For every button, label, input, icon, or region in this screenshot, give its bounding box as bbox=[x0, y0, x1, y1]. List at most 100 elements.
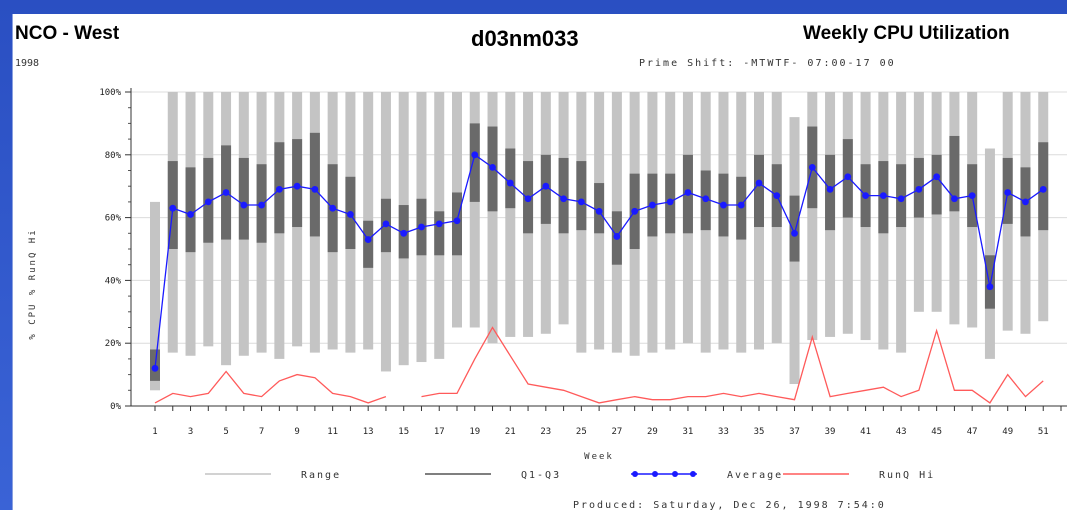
average-point bbox=[702, 195, 710, 203]
average-point bbox=[613, 233, 621, 240]
x-tick-label: 39 bbox=[825, 427, 836, 437]
x-tick-label: 25 bbox=[576, 427, 587, 437]
average-point bbox=[968, 192, 976, 200]
x-tick-label: 9 bbox=[294, 427, 299, 437]
average-point bbox=[897, 195, 905, 203]
x-tick-label: 15 bbox=[398, 427, 409, 437]
q1q3-bar bbox=[931, 154, 942, 215]
y-tick-label: 100% bbox=[99, 88, 121, 98]
average-point bbox=[400, 229, 408, 237]
average-point bbox=[1004, 189, 1012, 196]
x-tick-label: 51 bbox=[1038, 427, 1049, 437]
average-point bbox=[951, 195, 958, 203]
q1q3-bar bbox=[505, 148, 516, 209]
average-point bbox=[453, 217, 461, 225]
x-tick-label: 43 bbox=[896, 427, 907, 437]
average-point bbox=[986, 283, 994, 291]
range-bar bbox=[984, 148, 995, 359]
average-point bbox=[311, 185, 319, 193]
x-tick-label: 1 bbox=[152, 427, 157, 437]
range-bar bbox=[150, 201, 160, 391]
q1q3-bar bbox=[309, 132, 320, 237]
legend: Range Q1-Q3 Average RunQ Hi bbox=[205, 470, 935, 481]
shift-note: Prime Shift: -MTWTF- 07:00-17 00 bbox=[639, 58, 896, 69]
average-point bbox=[844, 173, 852, 181]
x-tick-label: 29 bbox=[647, 427, 658, 437]
year-label: 1998 bbox=[15, 58, 39, 69]
average-point bbox=[773, 192, 781, 200]
x-tick-label: 33 bbox=[718, 427, 729, 437]
range-bar bbox=[487, 92, 498, 344]
runq-line bbox=[154, 370, 387, 404]
range-bar bbox=[469, 92, 480, 328]
x-tick-label: 35 bbox=[754, 427, 765, 437]
average-point bbox=[524, 195, 532, 203]
legend-label: RunQ Hi bbox=[879, 470, 935, 481]
x-tick-label: 17 bbox=[434, 427, 445, 437]
average-point bbox=[258, 201, 265, 209]
average-point bbox=[631, 207, 639, 215]
q1q3-bar bbox=[576, 161, 587, 231]
q1q3-bar bbox=[238, 157, 249, 240]
average-point bbox=[364, 236, 372, 243]
x-tick-label: 47 bbox=[967, 427, 978, 437]
x-tick-label: 13 bbox=[363, 427, 374, 437]
average-point bbox=[826, 185, 834, 193]
y-tick-label: 0% bbox=[110, 402, 121, 412]
x-tick-label: 49 bbox=[1002, 427, 1013, 437]
range-bar bbox=[505, 92, 516, 337]
average-point bbox=[347, 211, 354, 218]
average-point bbox=[293, 182, 301, 190]
average-point bbox=[737, 201, 745, 209]
q1q3-bar bbox=[984, 255, 995, 309]
q1q3-bar bbox=[949, 135, 960, 212]
range-bar bbox=[807, 92, 818, 341]
x-axis-label: Week bbox=[584, 452, 614, 462]
average-point bbox=[240, 201, 248, 209]
average-point bbox=[933, 173, 941, 181]
legend-label: Range bbox=[301, 470, 341, 481]
x-tick-label: 45 bbox=[931, 427, 942, 437]
average-point bbox=[879, 192, 887, 200]
average-point bbox=[684, 189, 692, 196]
x-tick-label: 23 bbox=[540, 427, 551, 437]
average-point bbox=[915, 185, 923, 193]
average-point bbox=[720, 201, 727, 209]
legend-marker bbox=[652, 471, 658, 477]
average-point bbox=[329, 204, 337, 212]
average-point bbox=[595, 207, 603, 215]
average-point bbox=[808, 163, 816, 171]
average-point bbox=[666, 198, 674, 206]
y-tick-label: 20% bbox=[105, 339, 122, 349]
x-tick-label: 11 bbox=[327, 427, 338, 437]
plot-area: 0%20%40%60%80%100%1 3 5 7 9 11 13 15 17 19 21 23 25 2… bbox=[99, 88, 1067, 437]
average-point bbox=[506, 179, 514, 187]
average-point bbox=[542, 182, 550, 190]
x-tick-label: 27 bbox=[611, 427, 622, 437]
average-point bbox=[577, 198, 585, 206]
q1q3-bar bbox=[434, 211, 445, 256]
y-axis-label: % CPU % RunQ Hi bbox=[28, 228, 38, 339]
average-point bbox=[649, 201, 656, 209]
x-tick-label: 7 bbox=[259, 427, 264, 437]
y-tick-label: 40% bbox=[105, 276, 122, 286]
average-point bbox=[151, 364, 159, 372]
average-point bbox=[489, 163, 496, 171]
average-point bbox=[275, 185, 283, 193]
chart-title: Weekly CPU Utilization bbox=[803, 23, 1010, 44]
x-tick-label: 21 bbox=[505, 427, 516, 437]
average-point bbox=[169, 204, 177, 212]
legend-label: Average bbox=[727, 470, 783, 481]
x-tick-label: 5 bbox=[223, 427, 228, 437]
q1q3-bar bbox=[754, 154, 764, 228]
average-point bbox=[187, 211, 194, 218]
legend-label: Q1-Q3 bbox=[521, 470, 561, 481]
chart-svg: NCO - West 1998 d03nm033 Weekly CPU Util… bbox=[15, 23, 1067, 510]
x-tick-label: 3 bbox=[188, 427, 193, 437]
x-tick-label: 31 bbox=[683, 427, 694, 437]
region-title: NCO - West bbox=[15, 23, 120, 44]
average-point bbox=[222, 189, 230, 196]
q1q3-bar bbox=[789, 195, 800, 262]
legend-marker bbox=[632, 471, 638, 477]
